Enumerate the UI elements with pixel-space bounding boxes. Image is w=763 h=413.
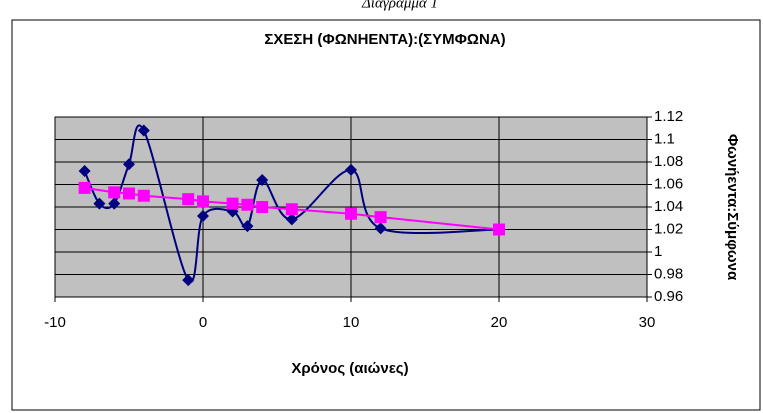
data-point [93, 197, 106, 210]
y-tick-label: 1.08 [654, 153, 683, 170]
y-tick-label: 1.1 [654, 130, 675, 147]
data-point [108, 197, 121, 210]
data-point [137, 189, 150, 202]
data-point [123, 187, 135, 200]
chart-title: ΣΧΕΣΗ (ΦΩΝΗΕΝΤΑ):(ΣΥΜΦΩΝΑ) [264, 31, 505, 48]
x-tick-label: 20 [491, 314, 508, 331]
data-point [78, 165, 91, 177]
data-point [182, 274, 195, 287]
chart-frame [11, 19, 761, 411]
data-point [374, 211, 387, 224]
data-point [374, 222, 387, 235]
x-axis-label: Χρόνος (αιώνες) [291, 360, 408, 377]
data-point [345, 163, 357, 176]
data-point [108, 186, 121, 199]
data-point [78, 181, 91, 194]
x-tick-label: 10 [343, 314, 360, 331]
y-tick-label: 0.98 [654, 265, 683, 282]
y-tick-label: 1.02 [654, 220, 683, 237]
y-tick-label: 1.06 [654, 175, 683, 192]
data-point [137, 124, 150, 137]
y-tick-label: 1.12 [654, 108, 683, 125]
data-point [493, 223, 505, 236]
data-point [197, 210, 209, 222]
y-axis-label: Φωνήεντα:Σύμφωνα [724, 134, 741, 281]
data-point [256, 174, 269, 186]
data-point [123, 158, 135, 171]
x-tick-label: 0 [199, 314, 207, 331]
chart-caption: Διάγραμμα 1 [361, 0, 438, 11]
data-point [285, 213, 298, 226]
data-point [226, 197, 239, 210]
data-point [256, 201, 269, 213]
data-point [241, 198, 254, 211]
data-point [241, 220, 254, 233]
data-point [182, 193, 195, 206]
x-tick-label: 30 [639, 314, 656, 331]
y-tick-label: 1 [654, 243, 662, 260]
data-point [345, 207, 357, 220]
y-tick-label: 1.04 [654, 198, 683, 215]
data-point [197, 195, 209, 208]
x-tick-label: -10 [44, 314, 66, 331]
data-point [285, 203, 298, 216]
y-tick-label: 0.96 [654, 288, 683, 305]
